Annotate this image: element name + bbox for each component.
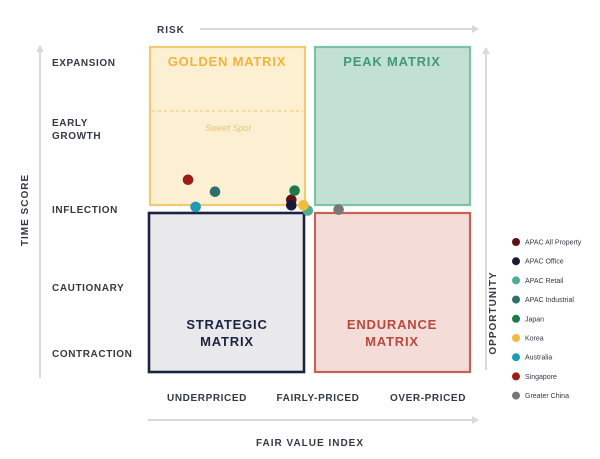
legend-item-apac-retail: APAC Retail <box>512 276 564 285</box>
peak-matrix-title-line-1: PEAK MATRIX <box>343 54 440 69</box>
point-apac-office <box>286 199 297 211</box>
x-tick-fairly-priced: FAIRLY-PRICED <box>276 393 359 404</box>
axes-layer: RISK FAIR VALUE INDEX TIME SCORE OPPORTUNIT… <box>20 25 499 449</box>
legend-item-apac-office: APAC Office <box>512 257 564 266</box>
endurance-matrix-quadrant: ENDURANCE MATRIX <box>313 211 472 374</box>
quadrant-layer: GOLDEN MATRIX PEAK MATRIXSTRATEGICMATRIXE… <box>147 45 472 374</box>
legend-swatch <box>512 276 520 285</box>
strategic-matrix-quadrant: STRATEGIC MATRIX <box>147 211 306 374</box>
legend-item-apac-all-property: APAC All Property <box>512 238 582 247</box>
legend-label: Australia <box>525 355 552 362</box>
legend-item-japan: Japan <box>512 314 544 323</box>
legend-item-korea: Korea <box>512 334 544 343</box>
legend-item-greater-china: Greater China <box>512 391 569 400</box>
legend-swatch <box>512 238 520 246</box>
legend-item-apac-industrial: APAC Industrial <box>512 295 574 304</box>
x-axis-title: FAIR VALUE INDEX <box>256 438 364 449</box>
legend-item-singapore: Singapore <box>512 372 557 381</box>
strategic-matrix-box <box>147 211 306 374</box>
opportunity-label: OPPORTUNITY <box>488 271 499 354</box>
legend-swatch <box>512 353 520 362</box>
golden-matrix-box <box>148 45 307 207</box>
legend-item-australia: Australia <box>512 353 552 362</box>
risk-label: RISK <box>157 25 185 36</box>
y-tick-cautionary: CAUTIONARY <box>52 283 124 294</box>
y-tick-early-growth: EARLY GROWTH <box>52 118 101 142</box>
x-tick-over-priced: OVER-PRICED <box>390 393 466 404</box>
y-tick-inflection: INFLECTION <box>52 205 118 216</box>
point-korea <box>298 199 309 211</box>
point-apac-industrial <box>209 186 221 197</box>
tick-layer: UNDERPRICED FAIRLY-PRICED OVER-PRICED CONTR… <box>52 58 466 404</box>
legend-label: Korea <box>525 336 544 343</box>
strategic-matrix-title-line-1: STRATEGIC <box>186 317 267 332</box>
legend-swatch <box>512 372 520 381</box>
peak-matrix-box <box>313 45 472 207</box>
legend-label: Greater China <box>525 393 569 400</box>
endurance-matrix-title-line-2: MATRIX <box>365 334 419 349</box>
legend: APAC All Property APAC Office APAC Retail A… <box>512 238 582 400</box>
sweet-spot-label: Sweet Spot <box>205 123 252 133</box>
legend-swatch <box>512 391 520 400</box>
endurance-matrix-title-line-1: ENDURANCE <box>347 317 437 332</box>
legend-label: APAC Industrial <box>525 297 574 304</box>
legend-label: APAC All Property <box>525 240 582 247</box>
legend-swatch <box>512 314 520 323</box>
legend-swatch <box>512 295 520 304</box>
golden-matrix-quadrant: GOLDEN MATRIX <box>148 45 307 207</box>
legend-label: Japan <box>525 316 544 323</box>
legend-label: APAC Office <box>525 259 564 266</box>
legend-swatch <box>512 334 520 342</box>
endurance-matrix-box <box>313 211 472 374</box>
point-japan <box>289 185 300 196</box>
peak-matrix-quadrant: PEAK MATRIX <box>313 45 472 207</box>
y-tick-contraction: CONTRACTION <box>52 349 132 360</box>
point-layer <box>182 174 344 216</box>
legend-swatch <box>512 257 520 266</box>
strategic-matrix-title-line-2: MATRIX <box>200 334 254 349</box>
y-axis-title: TIME SCORE <box>20 174 31 246</box>
legend-label: APAC Retail <box>525 278 564 285</box>
point-greater-china <box>333 204 344 215</box>
golden-matrix-title-line-1: GOLDEN MATRIX <box>168 54 287 69</box>
y-tick-expansion: EXPANSION <box>52 58 116 69</box>
x-tick-underpriced: UNDERPRICED <box>167 393 247 404</box>
point-australia <box>190 201 201 213</box>
legend-label: Singapore <box>525 374 557 381</box>
point-singapore <box>182 174 194 186</box>
